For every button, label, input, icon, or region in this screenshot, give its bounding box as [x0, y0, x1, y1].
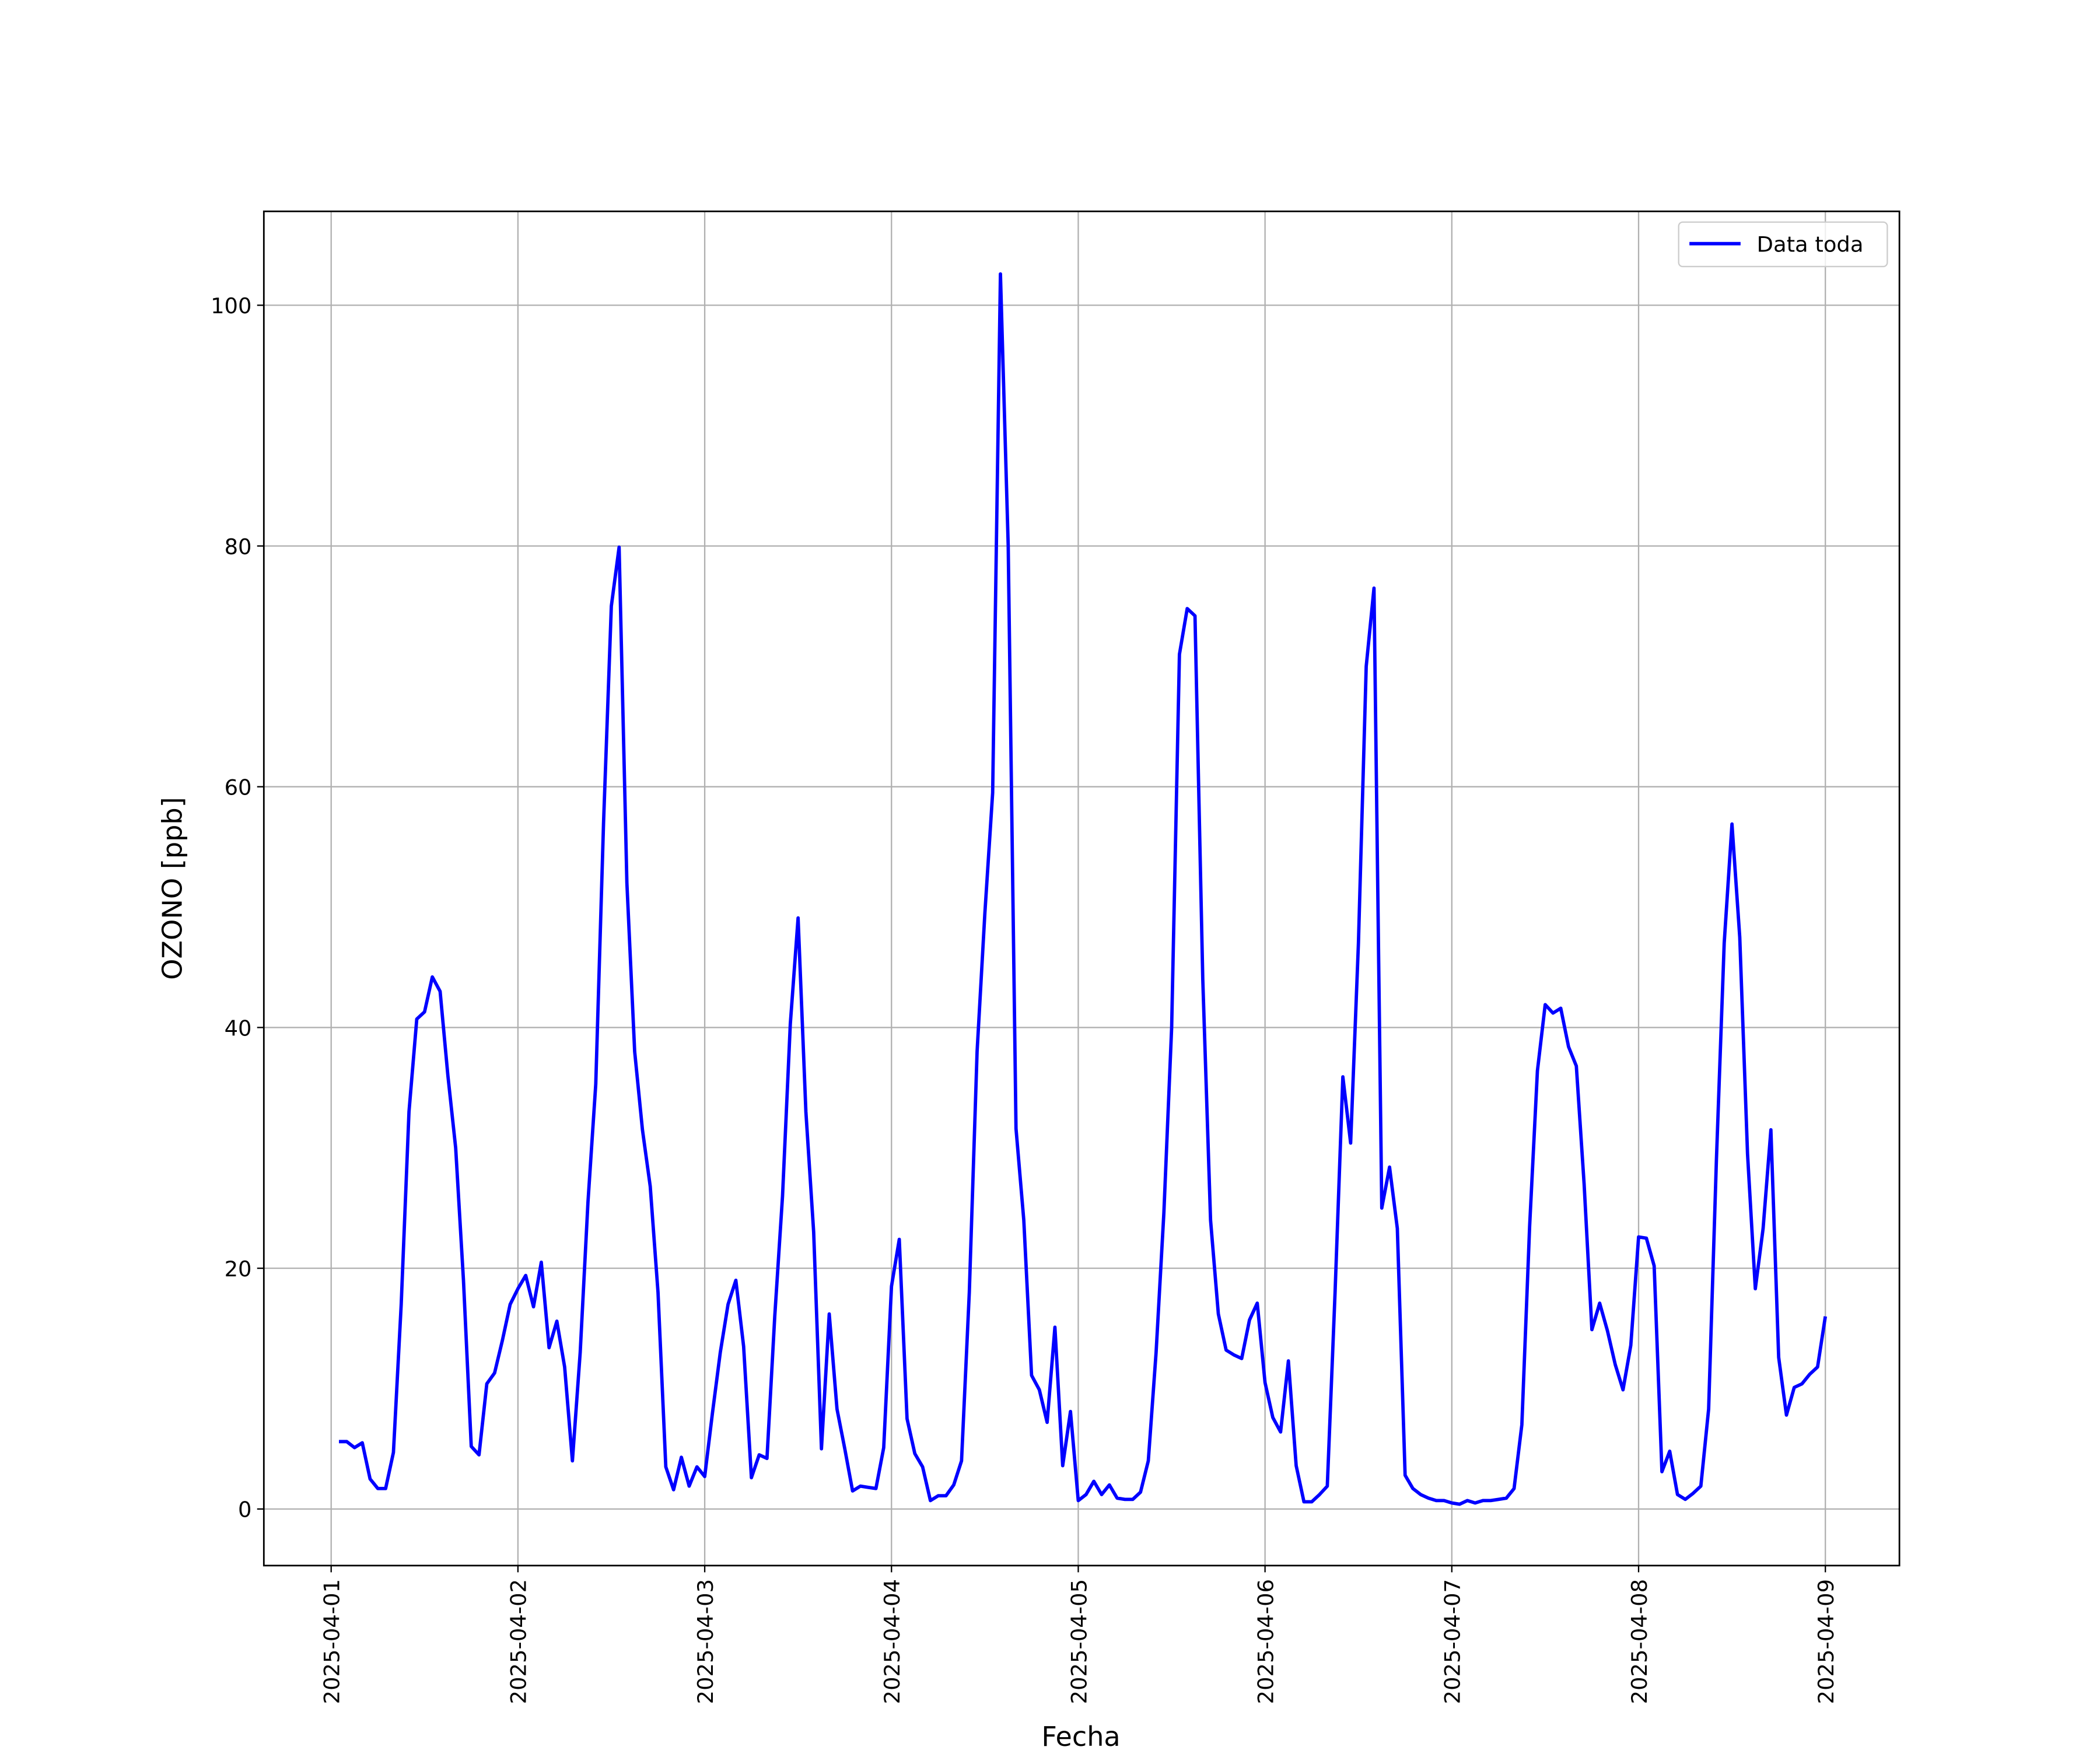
y-tick-label: 80 — [225, 534, 252, 559]
data-line — [339, 272, 1828, 1506]
x-axis-label: Fecha — [1041, 1721, 1120, 1750]
x-tick-label: 2025-04-03 — [693, 1579, 718, 1704]
legend: Data toda — [1678, 221, 1888, 268]
x-tick-label: 2025-04-04 — [880, 1579, 905, 1704]
y-tick-label: 40 — [225, 1016, 252, 1041]
y-tick-label: 20 — [225, 1256, 252, 1282]
plot-frame — [262, 210, 1901, 1567]
y-tick-label: 100 — [211, 293, 251, 318]
y-tick-label: 0 — [238, 1497, 251, 1522]
y-tick-label: 60 — [225, 775, 252, 800]
y-axis-label: OZONO [ppb] — [157, 797, 188, 980]
x-tick-label: 2025-04-09 — [1814, 1579, 1839, 1704]
legend-box — [1678, 221, 1888, 268]
x-tick-label: 2025-04-07 — [1440, 1579, 1465, 1704]
x-tick-label: 2025-04-01 — [320, 1579, 345, 1704]
x-tick-label: 2025-04-06 — [1253, 1579, 1278, 1704]
x-tick-label: 2025-04-08 — [1627, 1579, 1652, 1704]
legend-label: Data toda — [1757, 232, 1864, 257]
x-tick-label: 2025-04-02 — [506, 1579, 531, 1704]
x-tick-label: 2025-04-05 — [1066, 1579, 1091, 1704]
